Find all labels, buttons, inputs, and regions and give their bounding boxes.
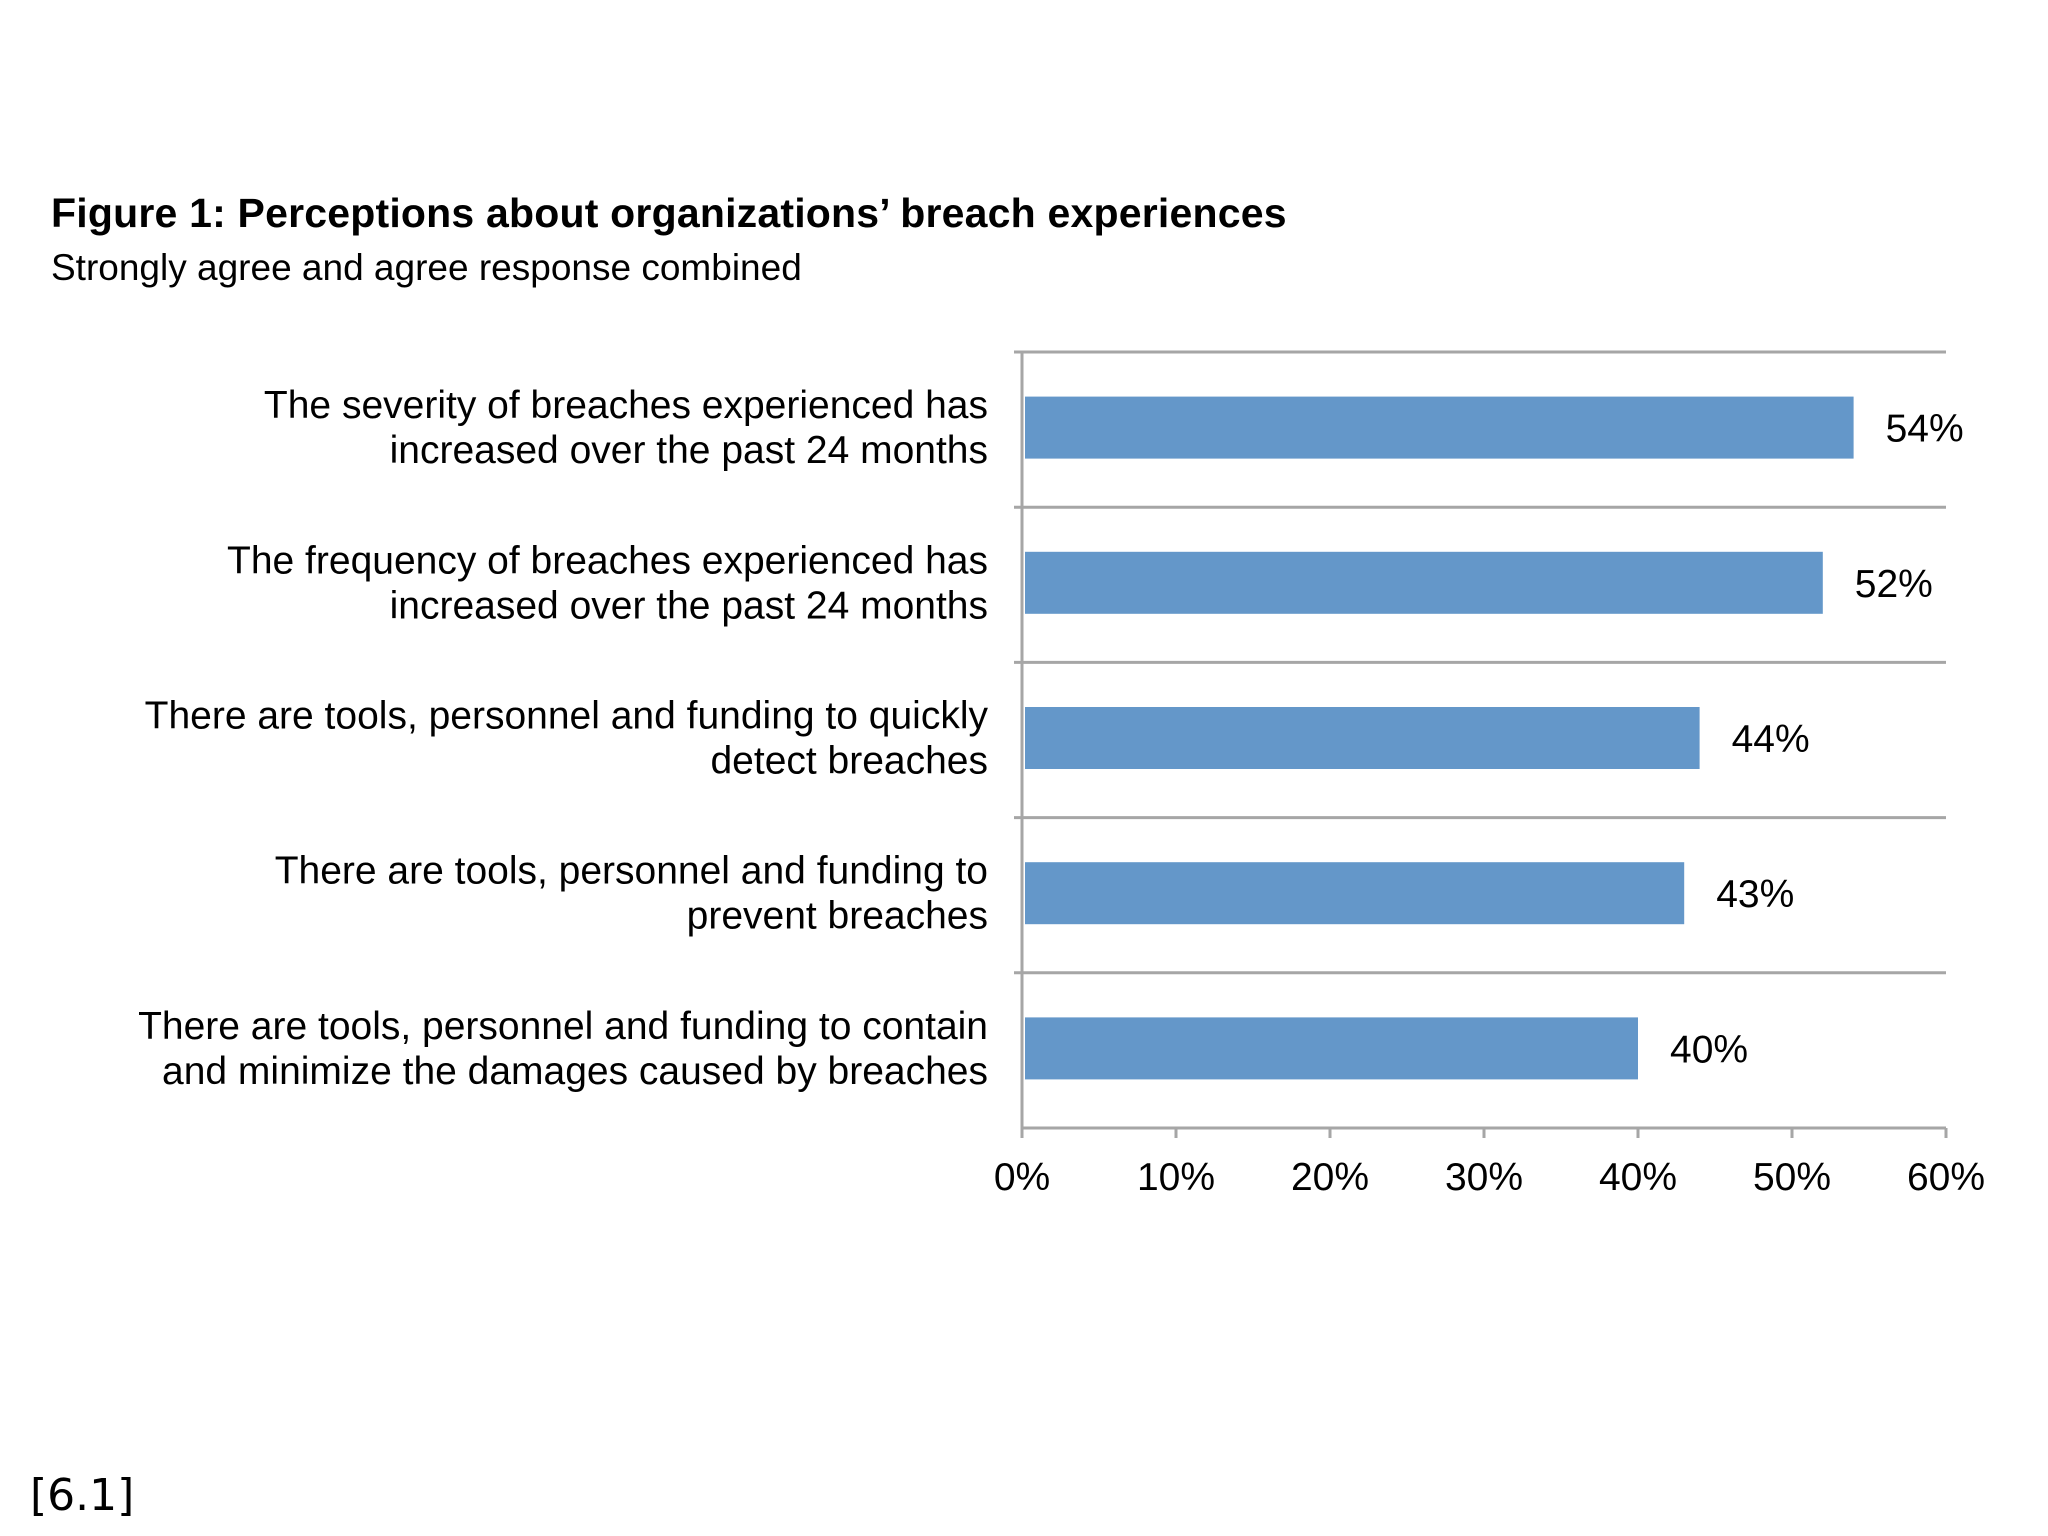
value-label: 52% (1855, 563, 1933, 606)
x-tick-label: 50% (1753, 1156, 1831, 1199)
category-label: increased over the past 24 months (390, 429, 988, 472)
x-tick-label: 30% (1445, 1156, 1523, 1199)
x-tick-label: 0% (994, 1156, 1050, 1199)
x-tick-label: 60% (1907, 1156, 1985, 1199)
x-tick-label: 20% (1291, 1156, 1369, 1199)
chart-subtitle: Strongly agree and agree response combin… (51, 247, 802, 288)
bar-2 (1025, 707, 1700, 769)
category-label: There are tools, personnel and funding t… (275, 850, 988, 893)
category-label: There are tools, personnel and funding t… (138, 1005, 988, 1048)
category-label: and minimize the damages caused by breac… (162, 1050, 988, 1093)
footnote: [6.1] (30, 1470, 135, 1521)
x-tick-label: 40% (1599, 1156, 1677, 1199)
value-label: 44% (1732, 718, 1810, 761)
bar-0 (1025, 396, 1854, 459)
value-label: 40% (1670, 1028, 1748, 1071)
category-label: The severity of breaches experienced has (264, 384, 988, 427)
category-label: detect breaches (710, 740, 988, 783)
value-label: 43% (1716, 873, 1794, 916)
x-tick-label: 10% (1137, 1156, 1215, 1199)
bar-1 (1025, 551, 1823, 614)
bar-3 (1025, 862, 1685, 925)
value-label: 54% (1886, 408, 1964, 451)
category-label: increased over the past 24 months (390, 584, 988, 627)
category-label: prevent breaches (687, 895, 988, 938)
bar-4 (1025, 1017, 1638, 1080)
chart-title: Figure 1: Perceptions about organization… (51, 190, 1287, 236)
category-label: The frequency of breaches experienced ha… (227, 539, 988, 582)
category-label: There are tools, personnel and funding t… (145, 695, 989, 738)
